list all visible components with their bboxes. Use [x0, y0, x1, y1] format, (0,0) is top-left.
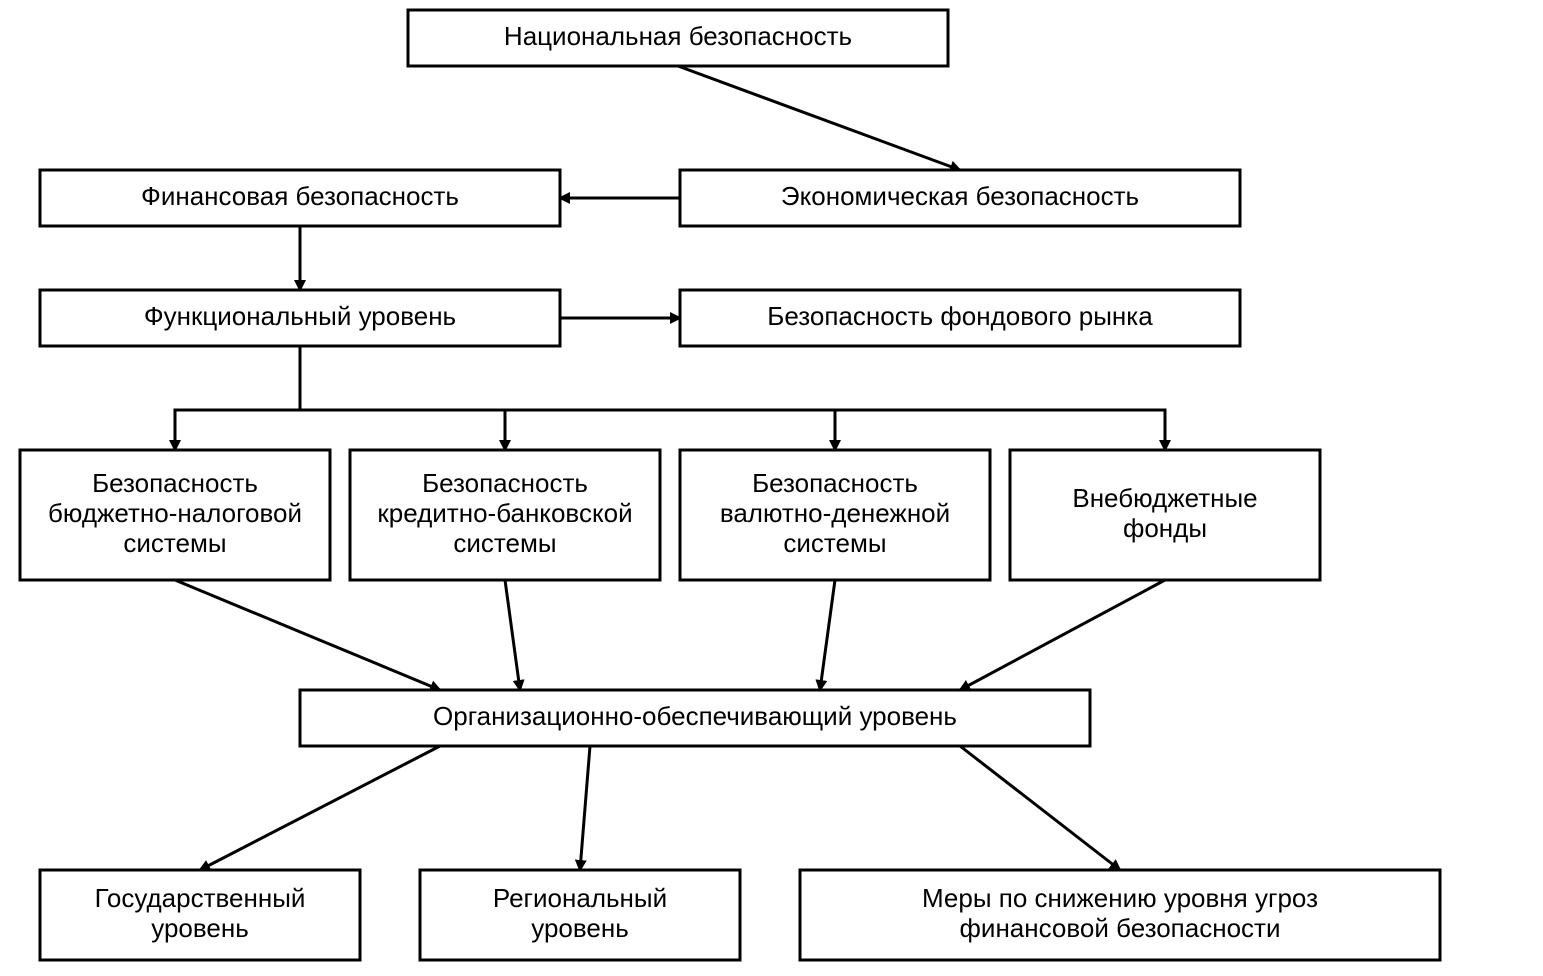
node-label: Государственный	[95, 883, 306, 913]
node-label: системы	[453, 528, 556, 558]
edge-n9-n10	[960, 580, 1165, 690]
node-label: Организационно-обеспечивающий уровень	[433, 701, 957, 731]
node-label: уровень	[531, 913, 629, 943]
node-label: системы	[783, 528, 886, 558]
node-n4: Функциональный уровень	[40, 290, 560, 346]
node-n6: Безопасностьбюджетно-налоговойсистемы	[20, 450, 330, 580]
node-n3: Экономическая безопасность	[680, 170, 1240, 226]
node-label: Безопасность фондового рынка	[767, 301, 1153, 331]
edge-n4-n9	[300, 346, 1165, 450]
node-n12: Региональныйуровень	[420, 870, 740, 960]
edge-n8-n10	[820, 580, 835, 690]
node-n8: Безопасностьвалютно-денежнойсистемы	[680, 450, 990, 580]
node-n10: Организационно-обеспечивающий уровень	[300, 690, 1090, 746]
node-label: валютно-денежной	[720, 498, 950, 528]
edge-n4-n8	[300, 346, 835, 450]
node-label: Региональный	[493, 883, 667, 913]
edge-n4-n6	[175, 346, 300, 450]
node-n2: Финансовая безопасность	[40, 170, 560, 226]
node-label: Национальная безопасность	[504, 21, 852, 51]
node-label: Финансовая безопасность	[141, 181, 459, 211]
node-n11: Государственныйуровень	[40, 870, 360, 960]
node-n1: Национальная безопасность	[408, 10, 948, 66]
node-label: Безопасность	[752, 468, 918, 498]
edge-n10-n12	[580, 746, 590, 870]
node-label: Безопасность	[92, 468, 258, 498]
node-label: системы	[123, 528, 226, 558]
node-label: Внебюджетные	[1072, 483, 1257, 513]
node-label: Безопасность	[422, 468, 588, 498]
node-n7: Безопасностькредитно-банковскойсистемы	[350, 450, 660, 580]
node-label: фонды	[1123, 513, 1207, 543]
node-n13: Меры по снижению уровня угрозфинансовой …	[800, 870, 1440, 960]
edge-n1-n3	[678, 66, 960, 170]
edge-n10-n11	[200, 746, 440, 870]
edge-n6-n10	[175, 580, 440, 690]
edge-n10-n13	[960, 746, 1120, 870]
node-label: кредитно-банковской	[377, 498, 632, 528]
node-label: бюджетно-налоговой	[48, 498, 302, 528]
edge-n4-n7	[300, 346, 505, 450]
node-n5: Безопасность фондового рынка	[680, 290, 1240, 346]
flowchart-canvas: Национальная безопасность Финансовая безо…	[0, 0, 1543, 976]
node-n9: Внебюджетныефонды	[1010, 450, 1320, 580]
node-label: Функциональный уровень	[144, 301, 456, 331]
node-label: финансовой безопасности	[960, 913, 1281, 943]
node-label: уровень	[151, 913, 249, 943]
node-label: Меры по снижению уровня угроз	[922, 883, 1318, 913]
node-label: Экономическая безопасность	[781, 181, 1139, 211]
nodes-layer: Национальная безопасность Финансовая безо…	[20, 10, 1440, 960]
edge-n7-n10	[505, 580, 520, 690]
